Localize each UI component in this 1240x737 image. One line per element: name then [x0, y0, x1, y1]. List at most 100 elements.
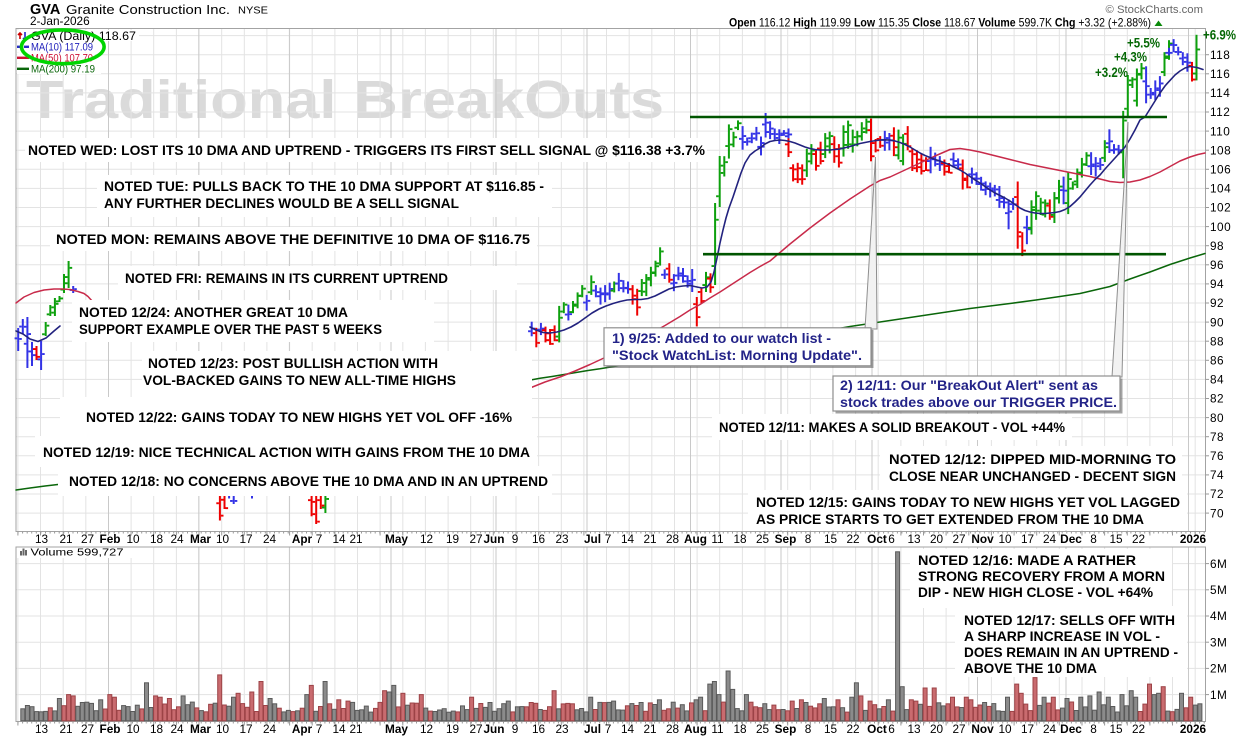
svg-text:27: 27 — [469, 722, 482, 736]
svg-text:Aug: Aug — [684, 532, 707, 546]
svg-text:CLOSE NEAR UNCHANGED - DECENT: CLOSE NEAR UNCHANGED - DECENT SIGN — [889, 469, 1176, 484]
svg-text:10: 10 — [126, 722, 140, 736]
svg-text:18: 18 — [150, 532, 164, 546]
svg-text:Jul: Jul — [584, 532, 601, 546]
svg-text:NOTED MON: REMAINS ABOVE THE D: NOTED MON: REMAINS ABOVE THE DEFINITIVE … — [56, 232, 531, 247]
svg-text:Open 116.12 High 119.99 Low: Open 116.12 High 119.99 Low 115.35 Close… — [729, 16, 1151, 30]
svg-text:102: 102 — [1210, 201, 1231, 215]
svg-text:13: 13 — [907, 532, 921, 546]
svg-text:18: 18 — [733, 532, 747, 546]
svg-text:NOTED 12/11: MAKES A SOLID BRE: NOTED 12/11: MAKES A SOLID BREAKOUT - VO… — [719, 420, 1065, 435]
svg-text:NOTED 12/18: NO CONCERNS ABOVE: NOTED 12/18: NO CONCERNS ABOVE THE 10 DM… — [69, 474, 548, 489]
svg-text:9: 9 — [512, 722, 519, 736]
svg-text:Apr: Apr — [292, 532, 313, 546]
svg-text:16: 16 — [532, 532, 546, 546]
svg-text:98: 98 — [1210, 239, 1224, 253]
svg-text:VOL-BACKED GAINS TO NEW ALL-TI: VOL-BACKED GAINS TO NEW ALL-TIME HIGHS — [143, 373, 456, 388]
svg-text:106: 106 — [1210, 163, 1231, 177]
svg-text:+3.2%: +3.2% — [1095, 65, 1128, 80]
svg-text:DOES REMAIN IN AN UPTREND -: DOES REMAIN IN AN UPTREND - — [964, 645, 1178, 660]
svg-text:May: May — [385, 532, 408, 546]
svg-text:GVA: GVA — [30, 2, 61, 18]
svg-text:"Stock WatchList: Morning Upda: "Stock WatchList: Morning Update". — [612, 348, 862, 363]
svg-text:14: 14 — [621, 532, 635, 546]
svg-text:10: 10 — [216, 532, 230, 546]
svg-text:104: 104 — [1210, 182, 1231, 196]
svg-text:+4.3%: +4.3% — [1114, 50, 1147, 65]
svg-text:108: 108 — [1210, 143, 1231, 157]
svg-text:+6.9%: +6.9% — [1203, 28, 1236, 43]
svg-text:23: 23 — [555, 532, 569, 546]
svg-text:7: 7 — [605, 532, 612, 546]
svg-text:13: 13 — [907, 722, 921, 736]
svg-text:7: 7 — [316, 722, 323, 736]
svg-text:7: 7 — [316, 532, 323, 546]
svg-text:Dec: Dec — [1060, 722, 1082, 736]
svg-text:18: 18 — [150, 722, 164, 736]
svg-text:NOTED 12/22: GAINS TODAY TO NE: NOTED 12/22: GAINS TODAY TO NEW HIGHS YE… — [86, 410, 512, 425]
svg-text:21: 21 — [349, 722, 362, 736]
svg-text:2M: 2M — [1210, 662, 1227, 676]
svg-text:2026: 2026 — [1180, 722, 1207, 736]
svg-text:+5.5%: +5.5% — [1127, 36, 1160, 51]
svg-text:© StockCharts.com: © StockCharts.com — [1106, 4, 1203, 16]
svg-text:72: 72 — [1210, 487, 1224, 501]
svg-text:14: 14 — [332, 532, 346, 546]
svg-text:88: 88 — [1210, 334, 1224, 348]
svg-text:92: 92 — [1210, 296, 1224, 310]
svg-text:NOTED TUE: PULLS BACK TO THE 1: NOTED TUE: PULLS BACK TO THE 10 DMA SUPP… — [104, 179, 544, 194]
svg-text:Jun: Jun — [484, 722, 505, 736]
svg-text:25: 25 — [756, 532, 770, 546]
svg-text:16: 16 — [532, 722, 546, 736]
svg-text:22: 22 — [846, 722, 859, 736]
svg-text:DIP - NEW HIGH CLOSE - VOL +64: DIP - NEW HIGH CLOSE - VOL +64% — [918, 585, 1153, 600]
svg-text:21: 21 — [643, 722, 656, 736]
svg-text:10: 10 — [998, 722, 1012, 736]
svg-text:10: 10 — [126, 532, 140, 546]
svg-text:24: 24 — [170, 532, 184, 546]
svg-text:22: 22 — [1132, 532, 1145, 546]
svg-text:76: 76 — [1210, 449, 1224, 463]
svg-text:10: 10 — [216, 722, 230, 736]
svg-text:13: 13 — [35, 722, 49, 736]
svg-text:13: 13 — [35, 532, 49, 546]
svg-text:NOTED 12/23: POST BULLISH ACTI: NOTED 12/23: POST BULLISH ACTION WITH — [148, 356, 438, 371]
svg-text:6: 6 — [888, 722, 895, 736]
svg-text:2) 12/11: Our "BreakOut Alert": 2) 12/11: Our "BreakOut Alert" sent as — [840, 378, 1098, 393]
svg-text:11: 11 — [711, 722, 723, 736]
svg-text:Oct: Oct — [867, 722, 887, 736]
svg-text:1) 9/25: Added to our watch li: 1) 9/25: Added to our watch list - — [612, 331, 831, 346]
svg-text:8: 8 — [1090, 532, 1097, 546]
svg-text:NOTED 12/12: DIPPED MID-MORNIN: NOTED 12/12: DIPPED MID-MORNING TO — [889, 452, 1176, 467]
svg-text:2026: 2026 — [1180, 532, 1207, 546]
svg-text:21: 21 — [643, 532, 656, 546]
svg-text:19: 19 — [446, 722, 459, 736]
svg-text:NOTED FRI: REMAINS IN ITS CURR: NOTED FRI: REMAINS IN ITS CURRENT UPTREN… — [125, 271, 448, 286]
svg-text:Jul: Jul — [584, 722, 601, 736]
svg-text:22: 22 — [846, 532, 859, 546]
svg-text:24: 24 — [1043, 722, 1057, 736]
svg-text:12: 12 — [420, 722, 433, 736]
svg-text:9: 9 — [512, 532, 519, 546]
svg-text:22: 22 — [1132, 722, 1145, 736]
svg-text:Feb: Feb — [100, 532, 121, 546]
svg-text:Nov: Nov — [971, 532, 994, 546]
svg-text:5M: 5M — [1210, 583, 1227, 597]
svg-text:Mar: Mar — [190, 722, 211, 736]
svg-text:90: 90 — [1210, 315, 1224, 329]
svg-text:17: 17 — [1021, 532, 1034, 546]
svg-text:82: 82 — [1210, 392, 1224, 406]
svg-text:NOTED 12/17: SELLS OFF WITH: NOTED 12/17: SELLS OFF WITH — [964, 613, 1175, 628]
svg-text:GVA (Daily) 118.67: GVA (Daily) 118.67 — [31, 30, 136, 43]
svg-text:Granite Construction Inc.: Granite Construction Inc. — [66, 2, 230, 17]
svg-text:MA(200) 97.19: MA(200) 97.19 — [31, 64, 95, 76]
svg-text:86: 86 — [1210, 354, 1224, 368]
svg-text:84: 84 — [1210, 373, 1224, 387]
svg-text:110: 110 — [1210, 124, 1230, 138]
svg-text:Traditional BreakOuts: Traditional BreakOuts — [26, 70, 664, 130]
svg-text:Mar: Mar — [190, 532, 211, 546]
svg-text:Jun: Jun — [484, 532, 505, 546]
svg-text:8: 8 — [1090, 722, 1097, 736]
svg-text:NOTED 12/16: MADE A RATHER: NOTED 12/16: MADE A RATHER — [918, 553, 1136, 568]
svg-text:10: 10 — [998, 532, 1012, 546]
